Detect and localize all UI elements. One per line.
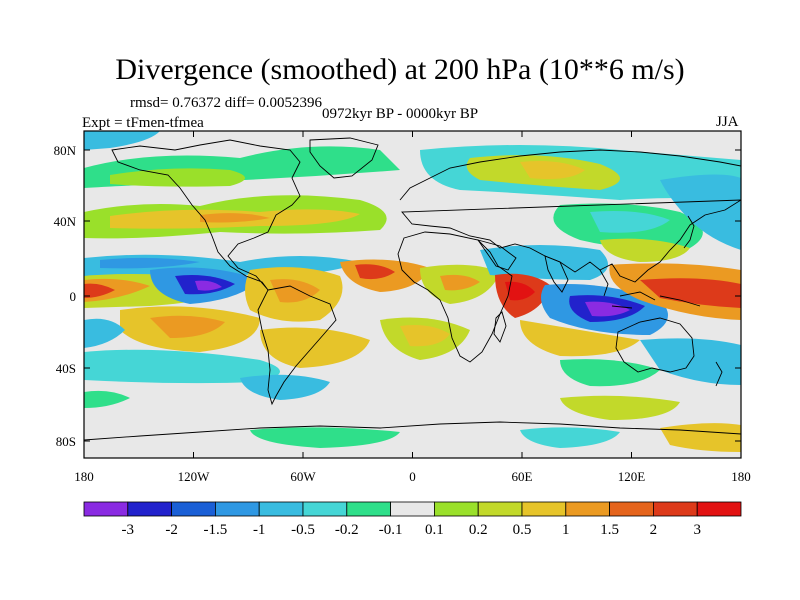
contour-field (84, 131, 741, 458)
colorbar-box (258, 501, 304, 517)
colorbar-box (477, 501, 523, 517)
y-tick-label: 0 (70, 289, 77, 304)
colorbar-label: 1.5 (600, 522, 619, 538)
colorbar-box (302, 501, 348, 517)
x-tick-label: 0 (409, 469, 416, 484)
colorbar-label: -1 (253, 522, 266, 538)
contour-region (84, 283, 115, 298)
y-tick-label: 80N (54, 143, 77, 158)
coastline-south-america (257, 285, 337, 406)
x-tick-label: 120E (618, 469, 646, 484)
colorbar-label: 2 (650, 522, 658, 538)
x-tick-label: 120W (178, 469, 211, 484)
contour-region (505, 281, 535, 301)
contour-region (110, 168, 245, 187)
contour-region (100, 257, 200, 269)
colorbar-box (565, 501, 610, 517)
contour-region (195, 280, 222, 291)
colorbar-box (346, 501, 391, 517)
contour-region (590, 211, 670, 233)
contour-region (240, 374, 330, 400)
y-tick-label: 40N (54, 214, 77, 229)
contour-region (84, 318, 125, 348)
colorbar-label: -2 (165, 522, 178, 538)
coastline-north-america (111, 139, 301, 291)
contour-region (520, 161, 585, 179)
contour-region (440, 274, 480, 291)
contour-region (560, 395, 680, 420)
x-tick-label: 180 (731, 469, 751, 484)
contour-region (600, 238, 690, 262)
colorbar-box (653, 501, 698, 517)
coastline-madagascar (493, 311, 507, 343)
coastline-africa (397, 231, 513, 363)
coastline-southeast-asia (599, 269, 701, 309)
contour-region (84, 131, 160, 150)
colorbar-box (609, 501, 654, 517)
season-label: JJA (716, 114, 739, 130)
contour-region (585, 301, 630, 317)
colorbar-box (171, 501, 216, 517)
x-tick-label: 60W (290, 469, 316, 484)
x-tick-label: 180 (74, 469, 94, 484)
colorbar-label: -1.5 (204, 522, 228, 538)
coastline-new-zealand (715, 361, 723, 387)
contour-region (84, 390, 130, 408)
colorbar-box (390, 501, 435, 517)
colorbar-label: -3 (122, 522, 135, 538)
coastline-arabia (476, 239, 517, 271)
contour-region (260, 327, 370, 368)
experiment-label: Expt = tFmen-tfmea (82, 115, 204, 131)
coastline-eurasia (399, 149, 741, 283)
coastline-australia (615, 317, 695, 373)
contour-region (560, 359, 660, 387)
colorbar-label: 0.2 (469, 522, 488, 538)
colorbar-label: -0.1 (379, 522, 403, 538)
colorbar-label: 1 (562, 522, 570, 538)
y-tick-label: 80S (56, 434, 76, 449)
contour-region (150, 315, 225, 338)
colorbar-label: -0.2 (335, 522, 359, 538)
colorbar-label: -0.5 (291, 522, 315, 538)
colorbar-box (83, 501, 129, 517)
coastline-greenland (309, 137, 379, 179)
contour-region (200, 213, 270, 223)
contour-region (520, 427, 620, 448)
chart-title: Divergence (smoothed) at 200 hPa (10**6 … (115, 53, 685, 86)
contour-region (660, 174, 741, 250)
contour-region (640, 278, 741, 308)
x-axis: 180 120W 60W 0 60E 120E 180 (74, 131, 751, 484)
contour-region (355, 264, 395, 280)
colorbar-box (214, 501, 260, 517)
x-tick-label: 60E (512, 469, 533, 484)
contour-region (250, 427, 400, 448)
colorbar-box (127, 501, 173, 517)
colorbar-label: 0.5 (513, 522, 532, 538)
colorbar-box (696, 501, 742, 517)
colorbar: -3 -2 -1.5 -1 -0.5 -0.2 -0.1 0.1 0.2 0.5 1 1.5 2 3 (83, 501, 742, 538)
colorbar-label: 0.1 (425, 522, 444, 538)
colorbar-box (433, 501, 479, 517)
contour-region (400, 325, 450, 347)
period-label: 0972kyr BP - 0000kyr BP (322, 106, 479, 122)
colorbar-box (521, 501, 567, 517)
colorbar-label: 3 (693, 522, 701, 538)
rmsd-diff-stats: rmsd= 0.76372 diff= 0.0052396 (130, 95, 323, 111)
contour-region (520, 320, 640, 357)
contour-region (84, 278, 150, 302)
coastlines (84, 137, 741, 441)
y-tick-label: 40S (56, 361, 76, 376)
coastline-antarctica (84, 421, 741, 441)
y-axis: 80N 40N 0 40S 80S (54, 143, 741, 449)
contour-region (270, 279, 320, 303)
coastline-japan (683, 215, 695, 249)
coastline-india (544, 255, 569, 293)
contour-region (84, 349, 280, 384)
